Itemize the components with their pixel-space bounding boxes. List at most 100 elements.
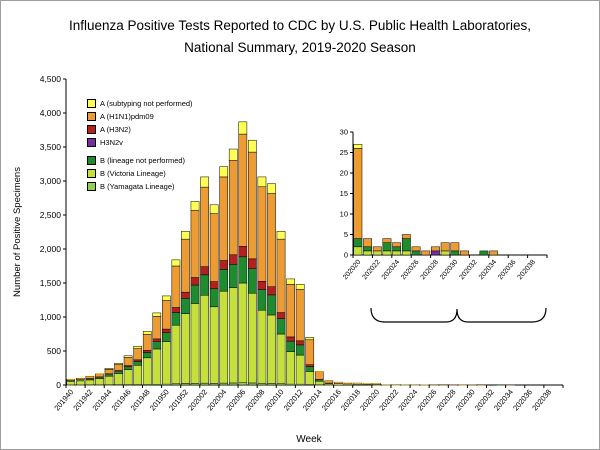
bar-segment (286, 284, 295, 338)
legend-swatch-icon (87, 138, 96, 147)
x-tick-label: 201946 (110, 388, 133, 413)
bar-segment (479, 250, 489, 256)
bar-segment (257, 281, 267, 290)
y-tick-label: 10 (340, 210, 348, 219)
bar-segment (248, 258, 257, 269)
bar-segment (392, 242, 402, 248)
bar-segment (392, 246, 402, 252)
bar-segment (450, 242, 460, 252)
bar-segment (257, 186, 267, 282)
bar-segment (296, 384, 305, 385)
legend-label: A (H1N1)pdm09 (100, 112, 154, 121)
bar-segment (286, 351, 295, 385)
bar-segment (305, 371, 315, 385)
bar-segment (411, 250, 421, 256)
x-tick-label: 202028 (435, 388, 458, 413)
y-tick-label: 30 (340, 128, 348, 137)
bar-segment (190, 284, 200, 304)
bar-segment (295, 344, 305, 356)
y-tick-label: 1,000 (40, 312, 62, 322)
y-tick-label: 5 (344, 230, 348, 239)
bar-segment (66, 381, 76, 386)
bar-segment (76, 380, 85, 381)
bar-segment (238, 256, 248, 284)
y-tick-label: 20 (340, 169, 348, 178)
bar-segment (171, 312, 181, 326)
bar-segment (343, 384, 353, 385)
legend-swatch-icon (87, 156, 96, 165)
bar-segment (123, 357, 133, 366)
bar-segment (295, 340, 305, 346)
bar-segment (200, 176, 209, 188)
bar-segment (267, 286, 276, 296)
bar-segment (238, 282, 248, 384)
y-tick-label: 25 (340, 148, 348, 157)
bar-segment (286, 340, 295, 352)
bar-segment (104, 374, 114, 377)
bar-segment (162, 328, 171, 333)
bar-segment (95, 373, 104, 378)
legend: A (subtyping not performed) A (H1N1)pdm09… (87, 97, 193, 193)
legend-label: A (subtyping not performed) (100, 99, 193, 108)
bar-segment (382, 242, 392, 252)
y-tick-label: 0 (56, 380, 61, 390)
bar-segment (171, 259, 181, 267)
legend-label: B (lineage not performed) (100, 156, 186, 165)
bar-segment (104, 369, 114, 375)
y-tick-label: 3,500 (40, 142, 62, 152)
x-tick-label: 202010 (263, 388, 286, 413)
bar-segment (372, 250, 382, 256)
bar-segment (219, 382, 229, 386)
x-tick-label: 202022 (361, 259, 381, 281)
bar-segment (411, 246, 421, 252)
bar-segment (181, 298, 190, 314)
bar-segment (142, 331, 152, 335)
bar-segment (401, 250, 411, 256)
bar-segment (95, 378, 104, 386)
bar-segment (248, 292, 257, 384)
y-tick-label: 3,000 (40, 176, 62, 186)
x-axis-title: Week (296, 434, 322, 445)
bar-segment (324, 380, 334, 384)
bar-segment (334, 381, 343, 384)
bar-segment (85, 379, 95, 386)
legend-label: A (H3N2) (100, 125, 131, 134)
bar-segment (353, 238, 363, 248)
bar-segment (133, 345, 143, 349)
legend-item: A (subtyping not performed) (87, 97, 193, 110)
bar-segment (315, 370, 324, 372)
bar-segment (295, 289, 305, 342)
bar-segment (295, 284, 305, 290)
legend-item: B (lineage not performed) (87, 154, 193, 167)
bar-segment (181, 291, 190, 299)
x-tick-label: 202032 (473, 388, 496, 413)
x-tick-label: 201940 (52, 388, 75, 413)
bar-segment (238, 382, 248, 386)
bar-segment (152, 348, 162, 385)
bar-segment (363, 238, 372, 248)
legend-swatch-icon (87, 169, 96, 178)
chart-title: Influenza Positive Tests Reported to CDC… (1, 15, 599, 58)
bar-segment (171, 307, 181, 313)
bar-segment (123, 355, 133, 358)
bar-segment (209, 281, 219, 290)
bar-segment (114, 370, 123, 372)
y-tick-label: 4,500 (40, 74, 62, 84)
bar-segment (209, 213, 219, 282)
bar-segment (76, 380, 85, 386)
legend-label: B (Victoria Lineage) (100, 169, 166, 178)
legend-label: B (Yamagata Lineage) (100, 182, 175, 191)
bar-segment (401, 238, 411, 252)
bar-segment (152, 384, 161, 385)
bar-segment (305, 339, 315, 365)
y-tick-label: 2,000 (40, 244, 62, 254)
bar-segment (76, 377, 85, 381)
bar-segment (440, 250, 450, 256)
bar-segment (219, 260, 229, 270)
x-tick-label: 202036 (497, 259, 517, 281)
bar-segment (85, 375, 95, 379)
bar-segment (123, 369, 133, 385)
bar-segment (228, 148, 238, 161)
